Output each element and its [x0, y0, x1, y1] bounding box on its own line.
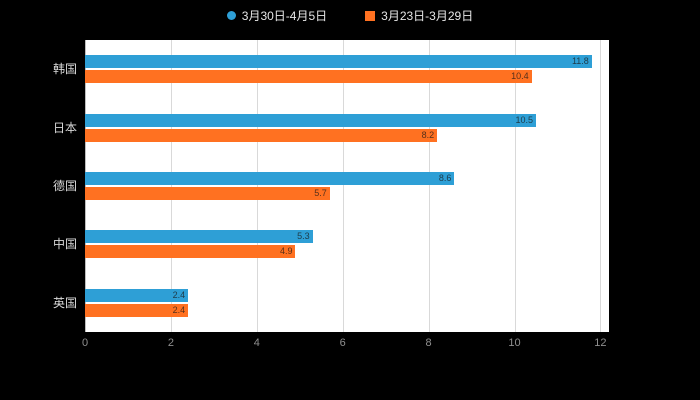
y-axis-label: 日本	[52, 120, 77, 135]
gridline	[428, 40, 430, 332]
bar-previous-week[interactable]	[85, 187, 330, 200]
bar-current-week[interactable]	[85, 55, 592, 69]
x-tick-label: 0	[81, 337, 89, 349]
bar-current-week[interactable]	[85, 230, 313, 244]
y-axis-label: 韩国	[52, 62, 77, 77]
gridline	[170, 40, 172, 332]
bar-value-label: 5.3	[297, 231, 310, 242]
x-tick-label: 12	[594, 337, 607, 349]
bar-value-label: 5.7	[314, 188, 327, 198]
x-tick-label: 2	[167, 337, 174, 349]
gridline	[514, 40, 516, 332]
gridline	[256, 40, 258, 332]
x-tick-label: 6	[339, 337, 346, 349]
bar-value-label: 10.4	[511, 71, 529, 82]
gridline	[600, 40, 602, 332]
bar-previous-week[interactable]	[85, 70, 532, 84]
x-tick-label: 10	[508, 337, 521, 349]
legend-marker-circle-icon	[226, 11, 236, 20]
y-axis-label: 中国	[52, 237, 77, 252]
legend-item-week-mar23-mar29[interactable]: 3月23日-3月29日	[365, 7, 473, 24]
bar-previous-week[interactable]	[85, 128, 438, 142]
bar-current-week[interactable]	[85, 172, 455, 185]
bar-current-week[interactable]	[85, 113, 536, 127]
bar-previous-week[interactable]	[85, 245, 296, 259]
bar-value-label: 8.2	[421, 129, 435, 140]
legend-label: 3月30日-4月5日	[241, 9, 328, 23]
legend: 3月30日-4月5日 3月23日-3月29日	[0, 7, 700, 24]
bar-previous-week[interactable]	[85, 303, 189, 317]
bar-value-label: 11.8	[571, 56, 589, 67]
bar-value-label: 2.4	[172, 304, 186, 315]
gridline	[342, 40, 344, 332]
x-tick-label: 4	[253, 337, 260, 349]
bar-value-label: 4.9	[279, 246, 293, 257]
y-axis-label: 英国	[52, 295, 77, 310]
x-tick-label: 8	[425, 337, 432, 349]
legend-item-week-mar30-apr5[interactable]: 3月30日-4月5日	[226, 7, 328, 24]
plot-area: 11.8 10.4 10.5 8.2 8.6 5.7 5.3 4.9 2.4 2.4	[85, 40, 609, 332]
bar-value-label: 2.4	[172, 289, 186, 300]
bar-value-label: 10.5	[515, 114, 533, 125]
legend-label: 3月23日-3月29日	[381, 9, 474, 23]
bar-value-label: 8.6	[438, 173, 452, 183]
y-axis-label: 德国	[52, 179, 77, 193]
legend-marker-square-icon	[365, 10, 376, 21]
gridline	[85, 40, 86, 332]
bar-current-week[interactable]	[85, 288, 189, 302]
